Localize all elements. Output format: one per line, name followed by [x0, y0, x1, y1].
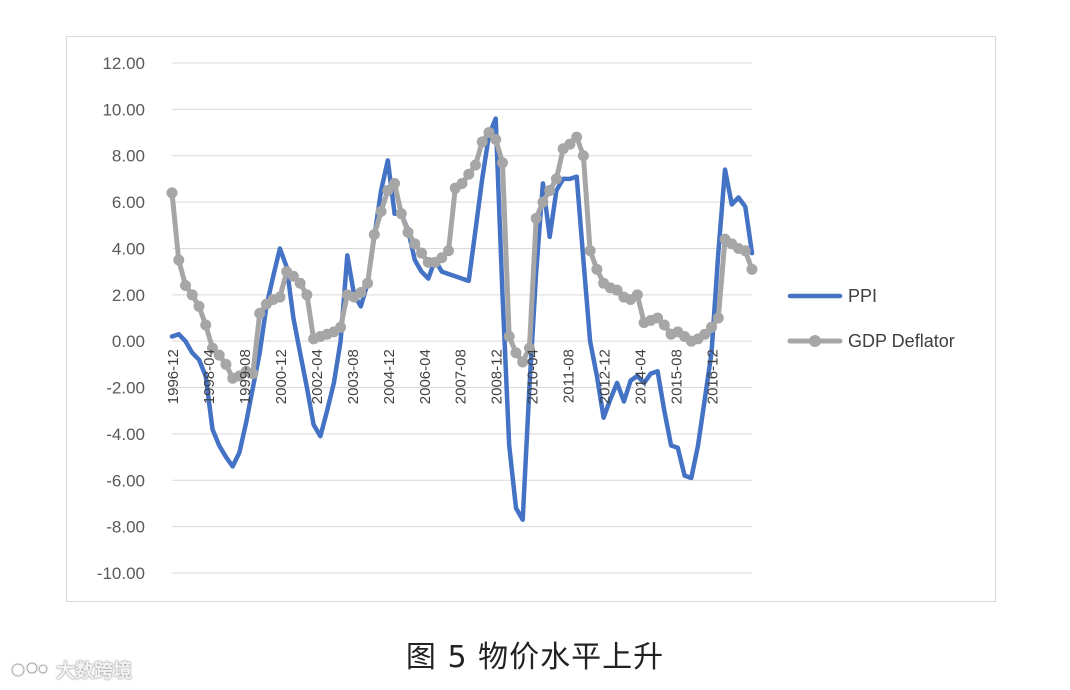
data-point — [658, 319, 670, 331]
y-tick-label: 8.00 — [112, 147, 145, 166]
data-point — [652, 312, 664, 324]
data-point — [706, 321, 718, 333]
data-point — [382, 185, 394, 196]
watermark-logo-icon — [10, 661, 49, 677]
data-point — [355, 287, 367, 298]
data-point — [517, 356, 529, 368]
data-point — [409, 238, 421, 250]
data-point — [173, 254, 185, 266]
data-point — [469, 159, 481, 171]
data-point — [631, 289, 643, 301]
data-point — [463, 168, 475, 180]
data-point — [443, 245, 455, 257]
x-tick-label: 2004-12 — [381, 349, 398, 404]
x-tick-label: 2015-08 — [669, 349, 686, 404]
data-point — [746, 263, 758, 275]
data-point — [247, 368, 259, 380]
data-point — [564, 138, 576, 150]
x-tick-label: 2011-08 — [561, 349, 578, 403]
y-tick-label: 2.00 — [112, 286, 145, 305]
data-point — [712, 312, 724, 324]
x-tick-label: 2010-04 — [525, 349, 542, 404]
data-point — [254, 307, 266, 319]
data-point — [368, 229, 380, 241]
x-tick-label: 1996-12 — [165, 349, 182, 404]
data-point — [436, 252, 448, 264]
x-tick-label: 2012-12 — [597, 349, 614, 404]
data-point — [584, 245, 596, 257]
data-point — [395, 208, 407, 220]
y-tick-label: -2.00 — [106, 379, 145, 398]
y-tick-label: -6.00 — [106, 471, 145, 490]
y-tick-label: 4.00 — [112, 239, 145, 258]
data-point — [550, 173, 562, 185]
x-tick-label: 1999-08 — [237, 349, 254, 404]
y-tick-label: 6.00 — [112, 193, 145, 212]
watermark-text: 大数跨境 — [56, 660, 133, 682]
data-point — [287, 270, 299, 282]
data-point — [375, 205, 387, 217]
data-point — [200, 319, 212, 331]
data-point — [206, 342, 218, 354]
data-point — [402, 226, 414, 238]
data-point — [577, 150, 589, 162]
y-tick-label: 10.00 — [102, 100, 145, 119]
y-tick-label: -4.00 — [106, 425, 145, 444]
x-axis-tick-labels: 1996-12 1998-04 1999-08 2000-12 2002-04 2003-… — [165, 349, 722, 404]
x-tick-label: 2006-04 — [417, 349, 434, 404]
data-point — [739, 245, 751, 257]
data-point — [389, 178, 401, 190]
data-point — [186, 289, 198, 301]
data-point — [483, 127, 495, 139]
data-point — [503, 331, 515, 343]
data-point — [591, 263, 603, 275]
legend: PPI GDP Deflator — [787, 286, 955, 351]
y-tick-label: 12.00 — [102, 54, 145, 73]
data-point — [490, 134, 502, 145]
legend-label: PPI — [848, 286, 877, 306]
data-point — [294, 277, 306, 289]
watermark: 大数跨境 — [10, 656, 132, 683]
x-tick-label: 2007-08 — [453, 349, 470, 404]
legend-label: GDP Deflator — [848, 331, 955, 351]
x-tick-label: 2002-04 — [309, 349, 326, 404]
y-axis-tick-labels: 12.00 10.00 8.00 6.00 4.00 2.00 0.00 -2.00 -4.00… — [97, 54, 145, 583]
data-point — [537, 196, 549, 208]
data-point — [544, 185, 556, 196]
data-point — [456, 178, 468, 190]
data-point — [274, 291, 286, 303]
series-layer — [166, 116, 758, 522]
data-point — [301, 289, 313, 301]
data-point — [220, 358, 232, 370]
x-tick-label: 2008-12 — [489, 349, 506, 404]
y-tick-label: -10.00 — [97, 564, 145, 583]
data-point — [530, 212, 542, 224]
data-point — [611, 284, 623, 296]
y-tick-label: -8.00 — [106, 518, 145, 537]
data-point — [166, 187, 178, 199]
data-point — [193, 300, 205, 312]
x-tick-label: 2016-12 — [705, 349, 722, 404]
gridlines — [172, 62, 752, 574]
legend-marker — [809, 335, 821, 347]
data-point — [362, 277, 374, 289]
figure-caption: 图 5 物价水平上升 — [405, 640, 665, 675]
data-point — [476, 136, 488, 148]
x-tick-label: 2003-08 — [345, 349, 362, 404]
data-point — [496, 157, 508, 169]
data-point — [571, 131, 583, 143]
y-tick-label: 0.00 — [112, 332, 145, 351]
x-tick-label: 2000-12 — [273, 349, 290, 404]
data-point — [179, 280, 191, 292]
data-point — [510, 347, 522, 359]
data-point — [416, 247, 428, 259]
x-tick-label: 2014-04 — [633, 349, 650, 404]
data-point — [335, 321, 347, 333]
x-tick-label: 1998-04 — [201, 349, 218, 404]
data-point — [699, 328, 711, 340]
data-point — [213, 349, 225, 361]
data-point — [523, 342, 535, 354]
